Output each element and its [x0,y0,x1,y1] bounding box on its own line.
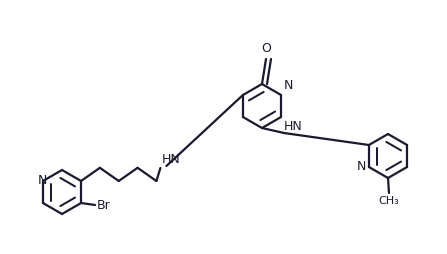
Text: O: O [261,42,271,55]
Text: HN: HN [161,153,180,166]
Text: HN: HN [284,120,303,133]
Text: CH₃: CH₃ [379,196,399,206]
Text: N: N [284,79,293,92]
Text: Br: Br [97,198,111,212]
Text: N: N [357,161,366,173]
Text: N: N [37,174,46,187]
